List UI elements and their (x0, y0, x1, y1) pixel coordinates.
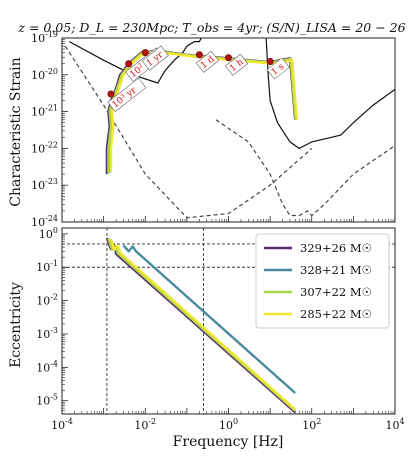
detector-sensitivity-curve (64, 45, 313, 219)
figure-title: z = 0.05; D_L = 230Mpc; T_obs = 4yr; (S/… (17, 20, 405, 35)
legend-label: 328+21 M☉ (300, 263, 372, 277)
y-tick-label: 10-22 (31, 140, 58, 155)
series-line (109, 238, 296, 411)
frequency-x-axis-label: Frequency [Hz] (173, 434, 284, 450)
y-tick-label: 10-23 (31, 177, 58, 192)
series-line (122, 244, 296, 394)
detector-sensitivity-curve (265, 38, 395, 150)
time-marker-point (266, 57, 274, 65)
strain-y-axis-label: Characteristic Strain (8, 57, 24, 206)
y-tick-label: 10-20 (31, 67, 58, 82)
time-marker-annotation: 1 s (266, 57, 290, 80)
x-tick-label: 102 (302, 417, 321, 432)
y-tick-label: 10-19 (31, 30, 58, 45)
y-tick-label: 10-3 (36, 326, 58, 341)
x-tick-label: 104 (385, 417, 404, 432)
y-tick-label: 100 (39, 226, 58, 241)
time-marker-point (141, 49, 149, 57)
eccentricity-panel: 100 10-1 10-2 10-3 10-4 10-5 10-4 10-2 100 102 104… (36, 226, 404, 432)
series-line (107, 238, 296, 412)
x-tick-label: 10-4 (51, 417, 73, 432)
y-tick-label: 10-5 (36, 393, 58, 408)
legend-label: 307+22 M☉ (300, 285, 372, 299)
eccentricity-y-axis-label: Eccentricity (8, 282, 24, 368)
time-marker-point (195, 51, 203, 59)
legend-label: 329+26 M☉ (300, 241, 372, 255)
legend-label: 285+22 M☉ (300, 307, 372, 321)
y-tick-label: 10-2 (36, 293, 58, 308)
x-tick-label: 100 (219, 417, 238, 432)
legend: 329+26 M☉ 328+21 M☉ 307+22 M☉ 285+22 M☉ (255, 233, 390, 329)
time-marker-point (225, 54, 233, 62)
time-marker-annotation: 1 d (195, 50, 219, 73)
time-marker-point (107, 90, 115, 98)
time-marker-point (125, 60, 133, 68)
y-tick-label: 10-4 (36, 359, 58, 374)
y-tick-label: 10-1 (36, 259, 58, 274)
detector-sensitivity-curve (215, 119, 395, 217)
x-tick-label: 10-2 (134, 417, 156, 432)
y-tick-label: 10-21 (31, 104, 58, 119)
